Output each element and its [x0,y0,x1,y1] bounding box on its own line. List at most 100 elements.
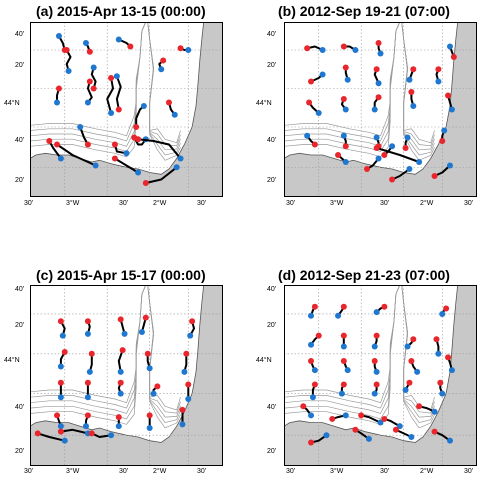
end-marker [329,415,336,422]
start-marker [340,132,347,139]
y-tick-label: 40' [15,137,25,144]
x-tick-label: 2°W [420,468,434,475]
start-marker [54,99,61,106]
start-marker [311,367,318,374]
end-marker [86,78,93,85]
start-marker [319,47,326,53]
panel-title: (d) 2012-Sep 21-23 (07:00) [278,267,450,283]
end-marker [375,40,382,46]
x-tick-label: 2°W [153,200,167,207]
start-marker [179,421,186,428]
start-marker [441,127,448,134]
end-marker [54,141,61,148]
end-marker [177,45,184,52]
end-marker [127,43,134,50]
end-marker [84,412,91,419]
end-marker [57,379,64,386]
end-marker [340,332,347,339]
end-marker [160,57,167,64]
start-marker [84,394,91,401]
end-marker [115,414,122,421]
x-tick-label: 3°W [330,200,344,207]
end-marker [165,99,172,106]
end-marker [445,354,452,361]
end-marker [371,358,378,365]
start-marker [335,312,342,319]
end-marker [84,318,91,325]
start-marker [177,155,184,162]
drifter-track [106,77,114,114]
start-marker [92,162,99,169]
y-tick-label: 40' [267,31,277,38]
end-marker [437,379,444,386]
end-marker [34,430,41,437]
panel-a: (a) 2015-Apr 13-15 (00:00) 40' 20' 44°N … [0,0,250,240]
end-marker [183,350,190,357]
y-tick-label: 40' [15,31,25,38]
end-marker [358,412,365,419]
drifter-track [65,49,72,72]
start-marker [308,412,315,419]
end-marker [433,336,440,343]
end-marker [84,379,91,386]
end-marker [86,48,93,55]
y-tick-label: 20' [15,322,25,329]
end-marker [133,124,140,130]
start-marker [57,363,64,370]
start-marker [406,76,413,83]
map-plot [284,285,477,466]
end-marker [108,75,115,81]
end-marker [185,381,192,388]
x-tick-label: 30' [24,200,34,207]
start-marker [365,435,372,442]
start-marker [344,76,351,83]
end-marker [392,426,399,433]
map-frame [30,285,223,466]
x-tick-label: 30' [197,200,207,207]
end-marker [84,141,91,148]
start-marker [115,423,122,430]
end-marker [308,358,315,365]
end-marker [439,138,446,144]
start-marker [338,390,345,397]
start-marker [171,111,178,118]
start-marker [404,134,411,141]
start-marker [342,412,349,419]
x-tick-label: 30' [380,200,390,207]
start-marker [90,64,97,71]
end-marker [315,332,322,339]
start-marker [402,386,409,393]
end-marker [402,145,409,151]
end-marker [119,347,126,354]
end-marker [435,66,442,73]
end-marker [117,379,124,386]
start-marker [448,106,455,113]
y-tick-label: 40' [15,286,25,293]
map-plot [30,285,223,466]
y-tick-label: 40' [15,404,25,411]
land-area [284,285,477,466]
start-marker [82,40,89,46]
start-marker [57,423,64,430]
start-marker [61,437,68,444]
x-tick-label: 30' [119,468,129,475]
y-tick-label: 40' [267,286,277,293]
start-marker [59,332,66,339]
x-tick-label: 30' [24,468,34,475]
end-marker [445,92,452,99]
map-plot [284,22,477,197]
drifter-track [56,143,97,167]
drifter-track [90,66,97,90]
y-tick-label: 20' [267,62,277,69]
end-marker [373,66,380,73]
end-marker [443,305,450,312]
end-marker [308,78,315,85]
end-marker [416,403,423,410]
y-tick-label: 40' [267,404,277,411]
start-marker [435,78,442,85]
start-marker [146,365,153,372]
panel-b: (b) 2012-Sep 19-21 (07:00) 40' 20' 44°N … [250,0,500,240]
end-marker [363,166,370,172]
end-marker [410,336,417,343]
end-marker [111,141,118,148]
